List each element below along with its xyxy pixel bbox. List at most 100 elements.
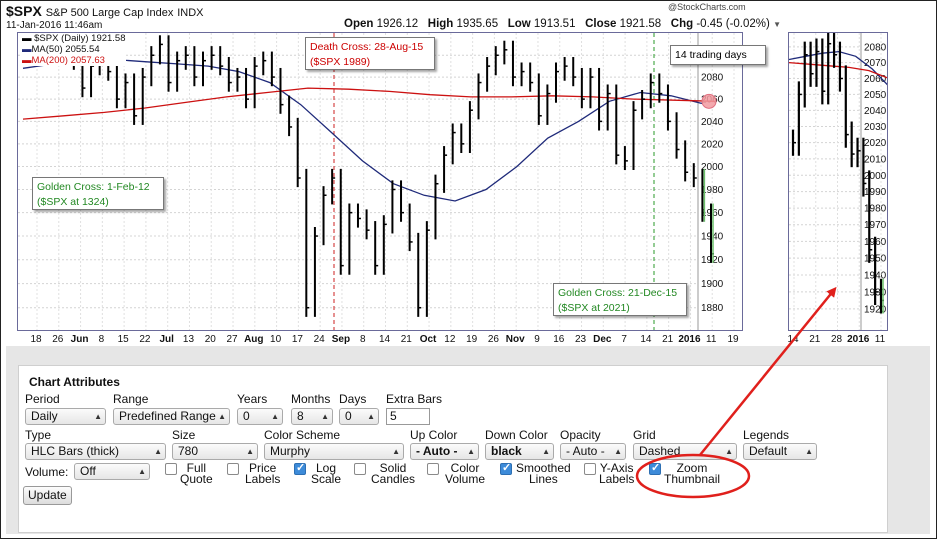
- hlc-bar: [210, 46, 215, 70]
- chg-label: Chg: [670, 18, 694, 30]
- hlc-bar: [400, 180, 405, 222]
- chg-dropdown-icon[interactable]: ▼: [773, 20, 781, 29]
- down-color-select[interactable]: black ▲▼: [485, 443, 554, 460]
- hlc-bar: [417, 232, 422, 317]
- zoom-thumbnail-checkbox[interactable]: [649, 461, 661, 475]
- hlc-bar: [844, 65, 849, 148]
- days-select[interactable]: 0 ▲▼: [339, 408, 379, 425]
- full-quote-checkbox[interactable]: [165, 463, 177, 475]
- type-select[interactable]: HLC Bars (thick) ▲▼: [25, 443, 166, 460]
- hlc-bar: [253, 57, 258, 109]
- volume-select[interactable]: Off ▲▼: [74, 463, 150, 480]
- hlc-bar: [856, 137, 861, 168]
- hlc-bar: [850, 121, 855, 168]
- hlc-bar: [572, 57, 577, 87]
- y-tick-label: 1900: [701, 279, 724, 290]
- up-color-select[interactable]: - Auto - ▲▼: [410, 443, 479, 460]
- size-select[interactable]: 780 ▲▼: [172, 443, 258, 460]
- chevron-down-icon: ▲▼: [542, 447, 550, 456]
- hlc-bar: [589, 67, 594, 109]
- y-tick-label: 2080: [864, 42, 887, 53]
- hlc-bar: [511, 40, 516, 87]
- period-select[interactable]: Daily ▲▼: [25, 408, 106, 425]
- y-axis-labels-checkbox[interactable]: [584, 463, 596, 475]
- open-label: Open: [344, 18, 374, 30]
- x-tick-label: 20: [205, 334, 217, 345]
- x-tick-label: 9: [534, 334, 540, 345]
- legend-ma200-text: MA(200) 2057.63: [31, 55, 105, 66]
- color-scheme-value: Murphy: [270, 444, 311, 458]
- hlc-bar: [365, 209, 370, 240]
- price-labels-checkbox[interactable]: [227, 463, 239, 475]
- hlc-bar: [838, 41, 843, 92]
- x-tick-label: 10: [270, 334, 282, 345]
- color-scheme-select[interactable]: Murphy ▲▼: [264, 443, 404, 460]
- legends-value: Default: [749, 444, 788, 458]
- chevron-down-icon: ▲▼: [246, 447, 254, 456]
- opacity-value: - Auto -: [566, 444, 605, 458]
- x-tick-label: 19: [466, 334, 478, 345]
- hlc-bar: [580, 67, 585, 109]
- hlc-bar: [184, 46, 189, 70]
- high-value: 1935.65: [456, 18, 499, 30]
- months-select[interactable]: 8 ▲▼: [291, 408, 333, 425]
- golden-cross-annotation-left: Golden Cross: 1-Feb-12 ($SPX at 1324): [32, 177, 164, 210]
- range-label: Range: [113, 392, 149, 406]
- hlc-bar: [279, 67, 284, 114]
- zoom-thumbnail-line2: Thumbnail: [664, 472, 721, 486]
- opacity-select[interactable]: - Auto - ▲▼: [560, 443, 626, 460]
- x-tick-label: 17: [292, 334, 304, 345]
- legends-select[interactable]: Default ▲▼: [743, 443, 817, 460]
- years-value: 0: [243, 409, 250, 423]
- y-tick-label: 2020: [864, 138, 887, 149]
- extra-bars-input[interactable]: 5: [386, 408, 430, 425]
- hlc-bar: [322, 186, 327, 246]
- size-label: Size: [172, 428, 196, 442]
- high-label: High: [427, 18, 454, 30]
- chart-legend: ▬ $SPX (Daily) 1921.58 ▬MA(50) 2055.54 ▬…: [22, 33, 126, 66]
- x-tick-label: 21: [662, 334, 674, 345]
- log-scale-line2: Scale: [311, 472, 342, 486]
- hlc-bar: [520, 62, 525, 87]
- solid-candles-checkbox[interactable]: [354, 463, 366, 475]
- volume-label: Volume:: [25, 465, 69, 479]
- grid-select[interactable]: Dashed ▲▼: [633, 443, 737, 460]
- x-tick-label: 14: [788, 334, 799, 345]
- x-tick-label: 28: [831, 334, 843, 345]
- size-value: 780: [178, 444, 199, 458]
- hlc-bar: [658, 73, 663, 103]
- hlc-bar: [809, 41, 814, 87]
- zoom-x-axis: 14 21 28 2016 11: [787, 331, 888, 345]
- hlc-bar: [623, 146, 628, 171]
- years-label: Years: [237, 392, 268, 406]
- open-value: 1926.12: [376, 18, 419, 30]
- color-scheme-label: Color Scheme: [264, 428, 341, 442]
- hlc-bar: [874, 236, 879, 306]
- hlc-bar: [546, 84, 551, 125]
- range-select[interactable]: Predefined Range▲▼: [113, 408, 230, 425]
- color-volume-checkbox[interactable]: [427, 463, 439, 475]
- update-button[interactable]: Update: [23, 486, 72, 505]
- close-label: Close: [585, 18, 617, 30]
- smoothed-lines-checkbox[interactable]: [500, 461, 512, 475]
- zoom-x-axis-svg: 14 21 28 2016 11: [787, 334, 885, 345]
- years-select[interactable]: 0 ▲▼: [237, 408, 283, 425]
- days-label: Days: [339, 392, 367, 406]
- y-tick-label: 1980: [864, 204, 887, 215]
- chg-value: -0.45 (-0.02%): [696, 18, 770, 30]
- low-value: 1913.51: [533, 18, 576, 30]
- hlc-bar: [563, 57, 568, 81]
- log-scale-checkbox[interactable]: [294, 461, 306, 475]
- golden-cross-left-line1: Golden Cross: 1-Feb-12: [37, 181, 150, 193]
- legend-main: ▬ $SPX (Daily) 1921.58: [22, 33, 126, 44]
- chart-attributes-panel: Chart Attributes Period Range Years Mont…: [18, 365, 888, 533]
- hlc-bar: [262, 51, 267, 76]
- opacity-label: Opacity: [560, 428, 601, 442]
- hlc-bar: [598, 67, 603, 131]
- hlc-bar: [227, 57, 232, 92]
- symbol-text: $SPX: [6, 3, 42, 19]
- legend-ma50-text: MA(50) 2055.54: [31, 44, 100, 55]
- hlc-bar: [167, 35, 172, 92]
- zoom-thumbnail-chart[interactable]: 1920193019401950196019701980199020002010…: [788, 32, 888, 331]
- hlc-bar: [641, 90, 646, 120]
